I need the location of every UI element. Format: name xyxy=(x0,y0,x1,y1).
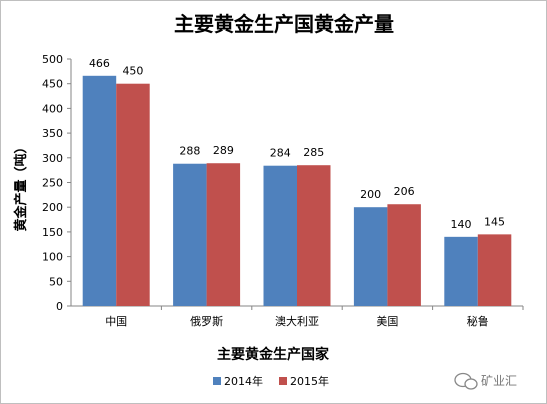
y-tick-label: 350 xyxy=(42,127,63,140)
data-label: 288 xyxy=(179,145,200,158)
legend-label: 2014年 xyxy=(224,374,263,388)
y-tick-label: 250 xyxy=(42,177,63,190)
y-tick-labels: 0 50 100 150 200 250 300 350 400 450 500 xyxy=(42,53,63,313)
legend-item: 2015年 xyxy=(279,374,329,388)
x-category-label: 中国 xyxy=(105,315,127,328)
data-label: 285 xyxy=(303,146,324,159)
watermark-text: 矿业汇 xyxy=(481,374,517,388)
data-label: 284 xyxy=(270,147,291,160)
data-label: 140 xyxy=(451,218,472,231)
legend: 2014年 2015年 xyxy=(213,374,329,388)
y-tick-label: 50 xyxy=(49,275,63,288)
y-tick-label: 0 xyxy=(56,300,63,313)
y-tick-label: 300 xyxy=(42,152,63,165)
bar xyxy=(263,165,297,306)
data-label: 200 xyxy=(360,188,381,201)
bar xyxy=(477,234,512,306)
x-category-label: 俄罗斯 xyxy=(190,315,223,328)
data-label: 145 xyxy=(484,215,505,228)
y-tick-label: 150 xyxy=(42,226,63,239)
y-tick-label: 100 xyxy=(42,251,63,264)
legend-swatch xyxy=(213,377,221,385)
bar xyxy=(173,163,207,306)
y-tick-label: 500 xyxy=(42,53,63,66)
x-category-labels: 中国 俄罗斯 澳大利亚 美国 秘鲁 xyxy=(105,314,489,328)
x-category-label: 澳大利亚 xyxy=(275,314,319,328)
data-label: 466 xyxy=(89,57,110,70)
y-tick-label: 450 xyxy=(42,78,63,91)
bar xyxy=(206,163,241,306)
bar xyxy=(444,236,478,306)
chart-title: 主要黄金生产国黄金产量 xyxy=(174,12,394,36)
legend-item: 2014年 xyxy=(213,374,263,388)
bar xyxy=(387,204,421,306)
watermark: 矿业汇 xyxy=(454,372,517,390)
wechat-icon xyxy=(454,372,478,390)
bars xyxy=(82,75,512,307)
x-category-label: 秘鲁 xyxy=(467,314,489,328)
legend-swatch xyxy=(279,377,287,385)
y-tick-label: 400 xyxy=(42,102,63,115)
x-axis-title: 主要黄金生产国家 xyxy=(217,346,330,363)
bar xyxy=(116,83,150,306)
x-category-label: 美国 xyxy=(376,315,398,328)
bar xyxy=(82,75,117,307)
data-label: 450 xyxy=(122,65,143,78)
data-labels: 466 450 288 289 284 285 200 206 140 145 xyxy=(89,57,505,231)
bar xyxy=(353,207,388,306)
y-axis-title: 黄金产量（吨） xyxy=(13,140,29,231)
y-tick-label: 200 xyxy=(42,201,63,214)
data-label: 206 xyxy=(394,185,415,198)
data-label: 289 xyxy=(213,144,234,157)
legend-label: 2015年 xyxy=(290,374,329,388)
bar xyxy=(297,165,331,306)
